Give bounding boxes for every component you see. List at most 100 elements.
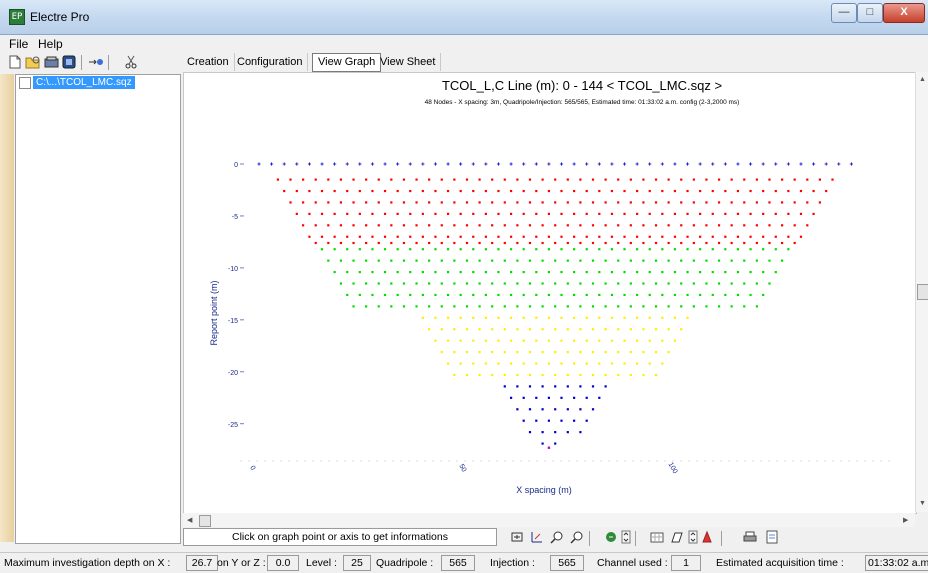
data-point bbox=[573, 362, 576, 365]
data-point bbox=[566, 178, 569, 181]
channel-label: Channel used : bbox=[597, 557, 668, 569]
zoom-in-icon[interactable] bbox=[550, 530, 564, 544]
scroll-left-icon[interactable]: ◀ bbox=[187, 517, 193, 524]
data-point bbox=[465, 241, 469, 245]
data-point bbox=[390, 282, 393, 285]
data-point bbox=[806, 201, 809, 204]
refresh-icon[interactable] bbox=[604, 530, 618, 544]
data-point bbox=[497, 189, 500, 193]
tab-view-graph[interactable]: View Graph bbox=[312, 53, 382, 72]
data-point bbox=[541, 305, 544, 308]
spin-icon[interactable] bbox=[619, 530, 633, 544]
data-point bbox=[478, 201, 481, 204]
menu-help[interactable]: Help bbox=[38, 37, 63, 51]
data-point bbox=[516, 408, 519, 411]
electrode-marker bbox=[849, 162, 853, 166]
data-point bbox=[497, 339, 500, 342]
scroll-right-icon[interactable]: ▶ bbox=[903, 517, 909, 524]
data-point bbox=[547, 446, 551, 449]
data-point bbox=[547, 270, 550, 274]
data-point bbox=[535, 248, 538, 251]
spin2-icon[interactable] bbox=[686, 530, 700, 544]
tab-configuration[interactable]: Configuration bbox=[232, 53, 309, 71]
data-point bbox=[491, 373, 494, 377]
vertical-scrollbar[interactable]: ▲ ▼ bbox=[915, 72, 928, 512]
data-point bbox=[428, 259, 431, 262]
export-icon[interactable] bbox=[88, 55, 103, 69]
maximize-button[interactable]: □ bbox=[857, 3, 883, 23]
data-point bbox=[365, 178, 368, 181]
tree-item-checkbox[interactable] bbox=[19, 77, 31, 89]
data-point bbox=[705, 282, 708, 285]
main-toolbar bbox=[0, 52, 182, 74]
data-point bbox=[743, 178, 746, 181]
print-icon[interactable] bbox=[743, 530, 757, 544]
data-point bbox=[478, 259, 481, 262]
data-point bbox=[516, 305, 519, 308]
scroll-thumb-h[interactable] bbox=[199, 515, 211, 527]
new-file-icon[interactable] bbox=[8, 55, 22, 69]
zoom-out-icon[interactable] bbox=[570, 530, 584, 544]
data-point bbox=[749, 212, 752, 215]
grid-icon[interactable] bbox=[650, 530, 664, 544]
select-axis-icon[interactable] bbox=[530, 530, 544, 544]
data-point bbox=[812, 212, 815, 215]
menu-file[interactable]: File bbox=[9, 37, 29, 51]
save-icon[interactable] bbox=[44, 55, 59, 69]
data-point bbox=[623, 270, 626, 274]
data-point bbox=[314, 201, 317, 204]
data-point bbox=[421, 293, 424, 297]
open-folder-icon[interactable] bbox=[25, 55, 40, 69]
data-point bbox=[579, 385, 582, 388]
close-button[interactable]: X bbox=[883, 3, 925, 23]
injection-label: Injection : bbox=[490, 557, 535, 569]
data-point bbox=[591, 282, 595, 285]
data-point bbox=[648, 248, 651, 251]
data-point bbox=[365, 282, 368, 285]
tab-creation[interactable]: Creation bbox=[182, 53, 235, 71]
scroll-down-icon[interactable]: ▼ bbox=[919, 500, 926, 507]
color-icon[interactable] bbox=[700, 530, 714, 544]
data-point bbox=[409, 248, 412, 251]
scroll-up-icon[interactable]: ▲ bbox=[919, 76, 926, 83]
tree-item-label[interactable]: C:\...\TCOL_LMC.sqz bbox=[33, 76, 135, 89]
data-point bbox=[396, 248, 399, 251]
data-point bbox=[673, 316, 677, 319]
data-point bbox=[623, 362, 626, 365]
graph-panel[interactable]: TCOL_L,C Line (m): 0 - 144 < TCOL_LMC.sq… bbox=[183, 72, 917, 514]
data-point bbox=[610, 339, 614, 342]
data-point bbox=[352, 282, 355, 285]
data-point bbox=[724, 293, 727, 297]
data-point bbox=[699, 212, 702, 215]
data-point bbox=[617, 178, 620, 181]
data-point bbox=[560, 419, 563, 422]
data-point bbox=[541, 178, 544, 181]
minimize-button[interactable]: — bbox=[831, 3, 857, 23]
settings-icon[interactable] bbox=[62, 55, 76, 69]
data-point bbox=[566, 259, 569, 262]
cut-icon[interactable] bbox=[124, 55, 138, 69]
data-point bbox=[453, 305, 456, 308]
horizontal-scrollbar[interactable]: ◀ ▶ bbox=[183, 513, 915, 527]
pseudosection-chart[interactable]: TCOL_L,C Line (m): 0 - 144 < TCOL_LMC.sq… bbox=[184, 73, 916, 513]
data-point bbox=[768, 201, 771, 204]
data-point bbox=[585, 396, 588, 399]
data-point bbox=[509, 316, 513, 319]
data-point bbox=[730, 178, 733, 181]
data-point bbox=[642, 305, 645, 308]
tree-item[interactable]: C:\...\TCOL_LMC.sqz bbox=[16, 76, 180, 90]
data-point bbox=[762, 293, 765, 297]
data-point bbox=[673, 339, 677, 342]
data-point bbox=[440, 224, 443, 227]
data-point bbox=[522, 362, 525, 365]
tab-view-sheet[interactable]: View Sheet bbox=[375, 53, 442, 71]
electrode-marker bbox=[685, 162, 690, 166]
data-point bbox=[774, 248, 777, 251]
palette-icon[interactable] bbox=[670, 530, 684, 544]
export-icon[interactable] bbox=[765, 530, 779, 544]
data-point bbox=[585, 235, 588, 238]
scroll-thumb[interactable] bbox=[917, 284, 928, 300]
data-point bbox=[541, 201, 544, 204]
zoom-fit-icon[interactable] bbox=[510, 530, 524, 544]
data-point bbox=[818, 178, 821, 181]
